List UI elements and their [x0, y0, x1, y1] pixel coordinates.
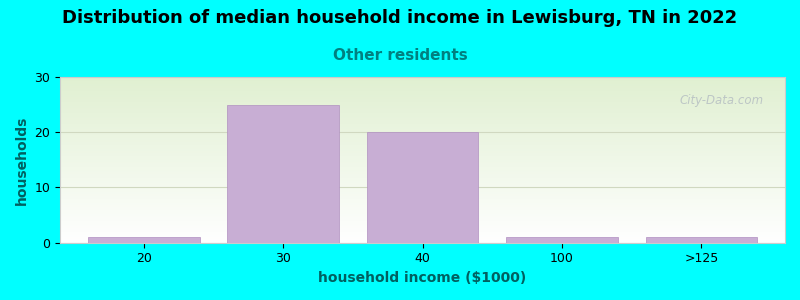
Bar [88, 237, 199, 243]
Text: Other residents: Other residents [333, 48, 467, 63]
X-axis label: household income ($1000): household income ($1000) [318, 271, 526, 285]
Bar [367, 132, 478, 243]
Bar [506, 237, 618, 243]
Bar [646, 237, 757, 243]
Text: Distribution of median household income in Lewisburg, TN in 2022: Distribution of median household income … [62, 9, 738, 27]
Y-axis label: households: households [15, 115, 29, 205]
Bar [227, 105, 339, 243]
Text: City-Data.com: City-Data.com [679, 94, 763, 106]
